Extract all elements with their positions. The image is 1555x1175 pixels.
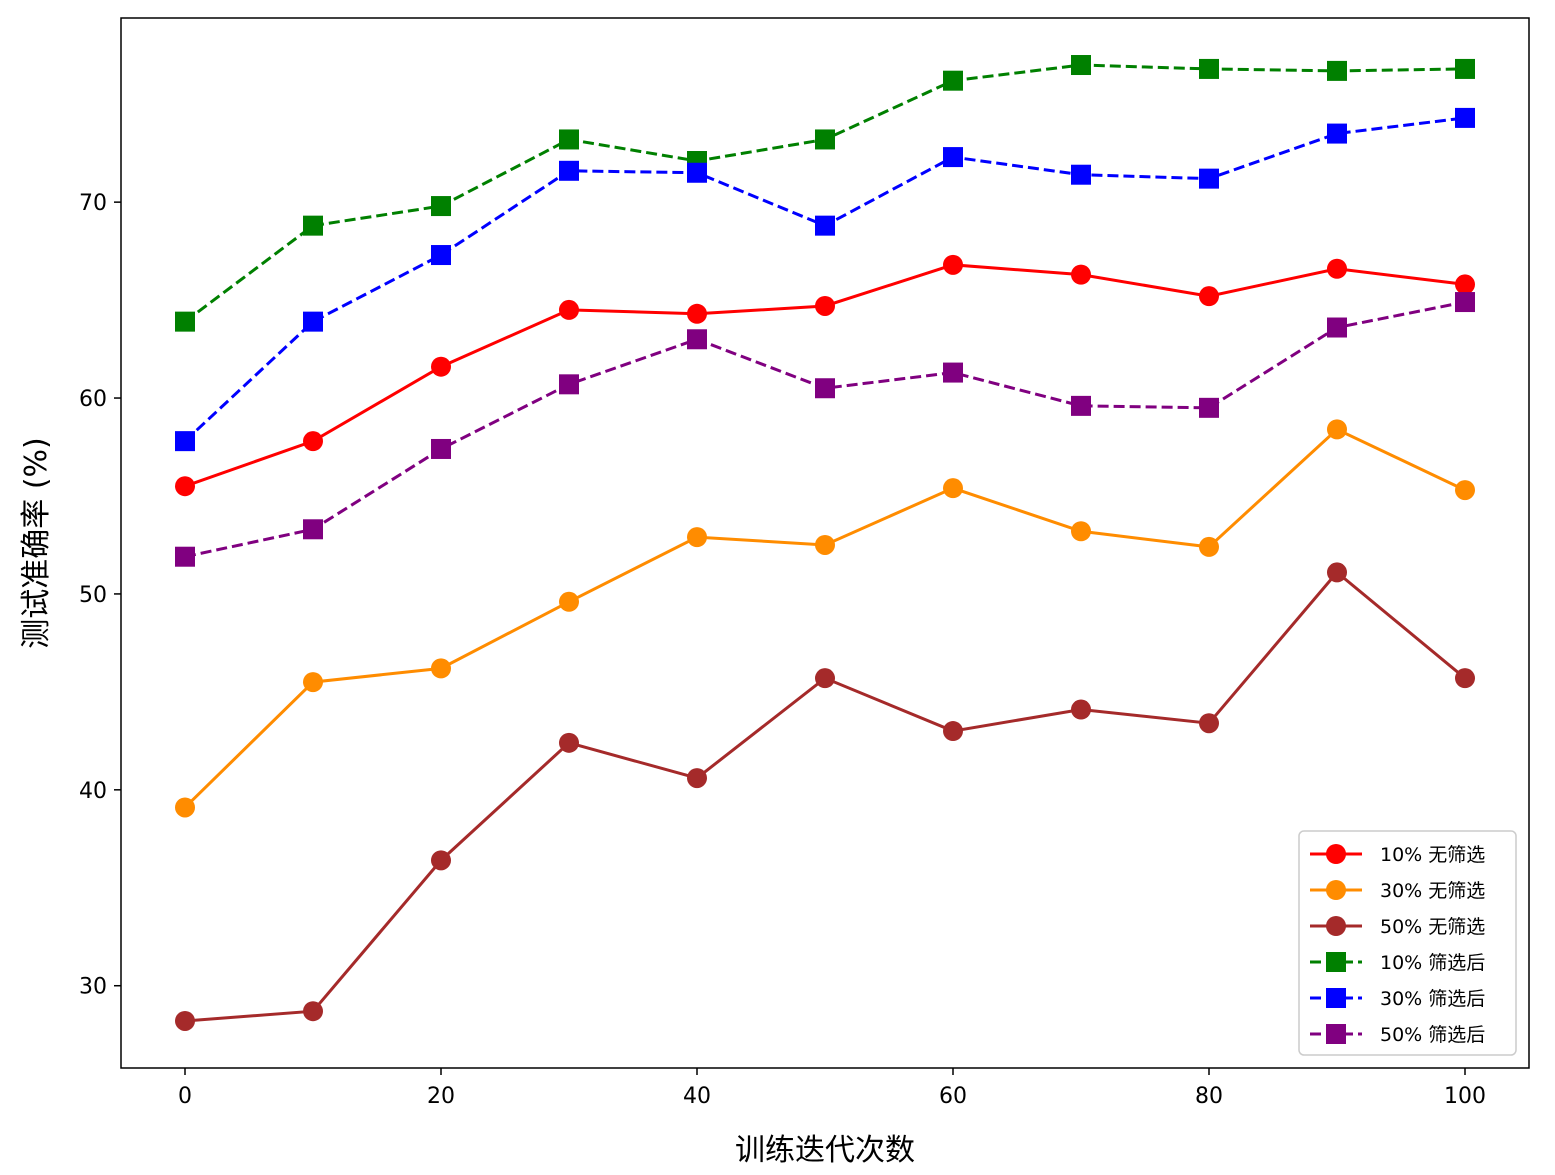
data-point bbox=[1327, 317, 1347, 338]
data-point bbox=[1071, 164, 1091, 185]
y-tick-label: 30 bbox=[79, 975, 107, 1000]
data-point bbox=[1071, 521, 1091, 542]
data-point bbox=[1455, 480, 1475, 501]
data-point bbox=[431, 658, 451, 679]
data-point bbox=[1455, 292, 1475, 313]
data-point bbox=[943, 70, 963, 91]
data-point bbox=[815, 215, 835, 236]
data-point bbox=[1327, 419, 1347, 440]
data-point bbox=[1327, 123, 1347, 144]
data-point bbox=[559, 732, 579, 753]
x-tick-label: 80 bbox=[1195, 1084, 1223, 1109]
x-tick-label: 100 bbox=[1444, 1084, 1486, 1109]
data-point bbox=[1455, 107, 1475, 128]
y-tick-label: 60 bbox=[79, 387, 107, 412]
data-point bbox=[1455, 274, 1475, 295]
data-point bbox=[559, 160, 579, 181]
data-point bbox=[1199, 713, 1219, 734]
data-point bbox=[303, 672, 323, 693]
data-point bbox=[815, 295, 835, 316]
legend-marker bbox=[1326, 988, 1346, 1008]
legend-marker bbox=[1326, 880, 1346, 900]
data-point bbox=[1199, 168, 1219, 189]
data-point bbox=[559, 299, 579, 320]
data-point bbox=[303, 431, 323, 452]
legend-marker bbox=[1326, 1024, 1346, 1044]
data-point bbox=[175, 431, 195, 452]
legend-marker bbox=[1326, 916, 1346, 936]
data-point bbox=[1327, 562, 1347, 583]
data-point bbox=[175, 476, 195, 497]
legend-label: 30% 筛选后 bbox=[1380, 988, 1485, 1010]
data-point bbox=[1071, 699, 1091, 720]
data-point bbox=[559, 374, 579, 395]
y-tick-label: 40 bbox=[79, 779, 107, 804]
legend: 10% 无筛选 30% 无筛选 50% 无筛选 10% 筛选后 30% 筛选后 50% 筛… bbox=[1298, 830, 1517, 1056]
series-layer bbox=[175, 55, 1475, 1031]
data-point bbox=[687, 527, 707, 548]
y-tick-label: 50 bbox=[79, 583, 107, 608]
legend-label: 10% 筛选后 bbox=[1380, 952, 1485, 974]
legend-marker bbox=[1326, 952, 1346, 972]
data-point bbox=[1071, 55, 1091, 76]
data-point bbox=[1199, 397, 1219, 418]
data-point bbox=[687, 303, 707, 324]
data-point bbox=[431, 850, 451, 871]
y-axis-ticks: 30 40 50 60 70 bbox=[79, 191, 121, 1000]
data-point bbox=[1327, 60, 1347, 81]
data-point bbox=[303, 519, 323, 540]
data-point bbox=[943, 721, 963, 742]
data-point bbox=[943, 362, 963, 383]
x-axis-ticks: 0 20 40 60 80 100 bbox=[178, 1068, 1486, 1109]
legend-label: 50% 无筛选 bbox=[1380, 916, 1485, 938]
data-point bbox=[431, 356, 451, 377]
data-point bbox=[1071, 395, 1091, 416]
y-tick-label: 70 bbox=[79, 191, 107, 216]
data-point bbox=[687, 768, 707, 789]
legend-label: 30% 无筛选 bbox=[1380, 880, 1485, 902]
legend-marker bbox=[1326, 844, 1346, 864]
data-point bbox=[559, 591, 579, 612]
legend-box bbox=[1298, 830, 1517, 1056]
data-point bbox=[175, 546, 195, 567]
data-point bbox=[687, 162, 707, 183]
data-point bbox=[431, 196, 451, 217]
data-point bbox=[175, 1010, 195, 1031]
x-tick-label: 60 bbox=[939, 1084, 967, 1109]
data-point bbox=[559, 129, 579, 150]
data-point bbox=[175, 311, 195, 332]
x-tick-label: 40 bbox=[683, 1084, 711, 1109]
data-point bbox=[1199, 286, 1219, 307]
legend-label: 50% 筛选后 bbox=[1380, 1024, 1485, 1046]
data-point bbox=[431, 245, 451, 266]
y-axis-label: 测试准确率 (%) bbox=[19, 437, 54, 648]
data-point bbox=[943, 147, 963, 168]
data-point bbox=[815, 129, 835, 150]
data-point bbox=[815, 378, 835, 399]
data-point bbox=[303, 1001, 323, 1022]
data-point bbox=[815, 668, 835, 689]
data-point bbox=[1071, 264, 1091, 285]
data-point bbox=[815, 534, 835, 555]
data-point bbox=[1455, 58, 1475, 79]
data-point bbox=[1455, 668, 1475, 689]
x-axis-label: 训练迭代次数 bbox=[735, 1133, 915, 1168]
x-tick-label: 20 bbox=[427, 1084, 455, 1109]
data-point bbox=[175, 797, 195, 818]
data-point bbox=[687, 329, 707, 350]
data-point bbox=[431, 438, 451, 459]
data-point bbox=[1199, 536, 1219, 557]
data-point bbox=[303, 215, 323, 236]
data-point bbox=[1327, 258, 1347, 279]
data-point bbox=[943, 254, 963, 275]
data-point bbox=[303, 311, 323, 332]
data-point bbox=[943, 478, 963, 499]
legend-label: 10% 无筛选 bbox=[1380, 844, 1485, 866]
data-point bbox=[1199, 58, 1219, 79]
x-tick-label: 0 bbox=[178, 1084, 192, 1109]
